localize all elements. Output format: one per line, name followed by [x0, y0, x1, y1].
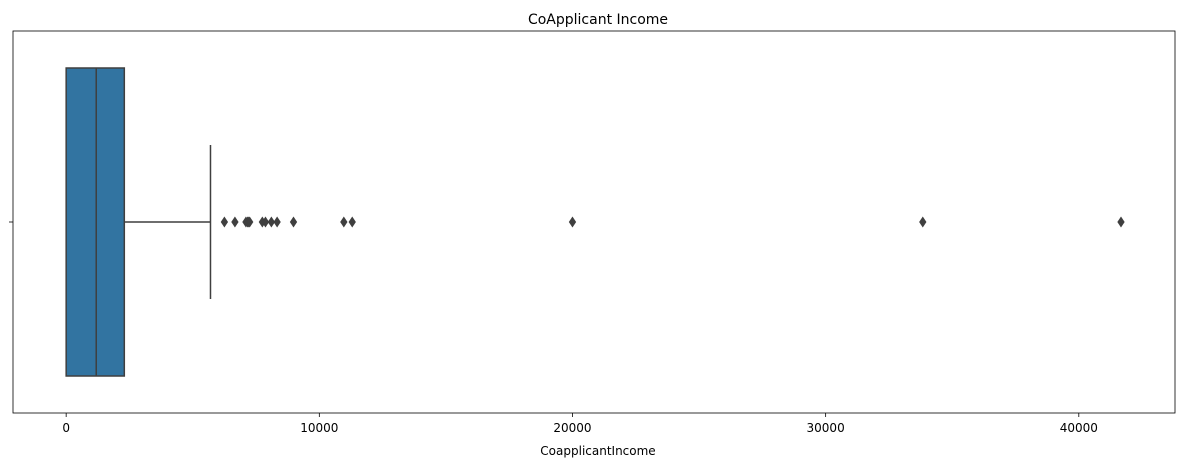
x-tick-label: 20000 [553, 421, 591, 435]
outlier-point [261, 216, 270, 228]
box-group [65, 67, 212, 377]
outlier-point [568, 216, 577, 228]
outlier-point [246, 216, 254, 228]
outlier-point [273, 216, 281, 228]
chart-title: CoApplicant Income [528, 12, 668, 28]
x-axis-label: CoapplicantIncome [540, 444, 655, 458]
iqr-box [65, 67, 126, 377]
outlier-point [220, 216, 229, 228]
x-tick-label: 10000 [300, 421, 338, 435]
outlier-point [289, 216, 298, 228]
x-tick-label: 0 [62, 421, 70, 435]
x-axis-ticks: 0 10000 20000 30000 40000 [62, 413, 1098, 435]
outlier-points [220, 216, 1125, 228]
outlier-point [267, 216, 276, 228]
outlier-point [231, 216, 239, 228]
x-tick-label: 40000 [1060, 421, 1098, 435]
x-tick-label: 30000 [807, 421, 845, 435]
outlier-point [340, 216, 348, 228]
outlier-point [919, 216, 927, 228]
outlier-point [1117, 216, 1125, 228]
outlier-point [348, 216, 356, 228]
